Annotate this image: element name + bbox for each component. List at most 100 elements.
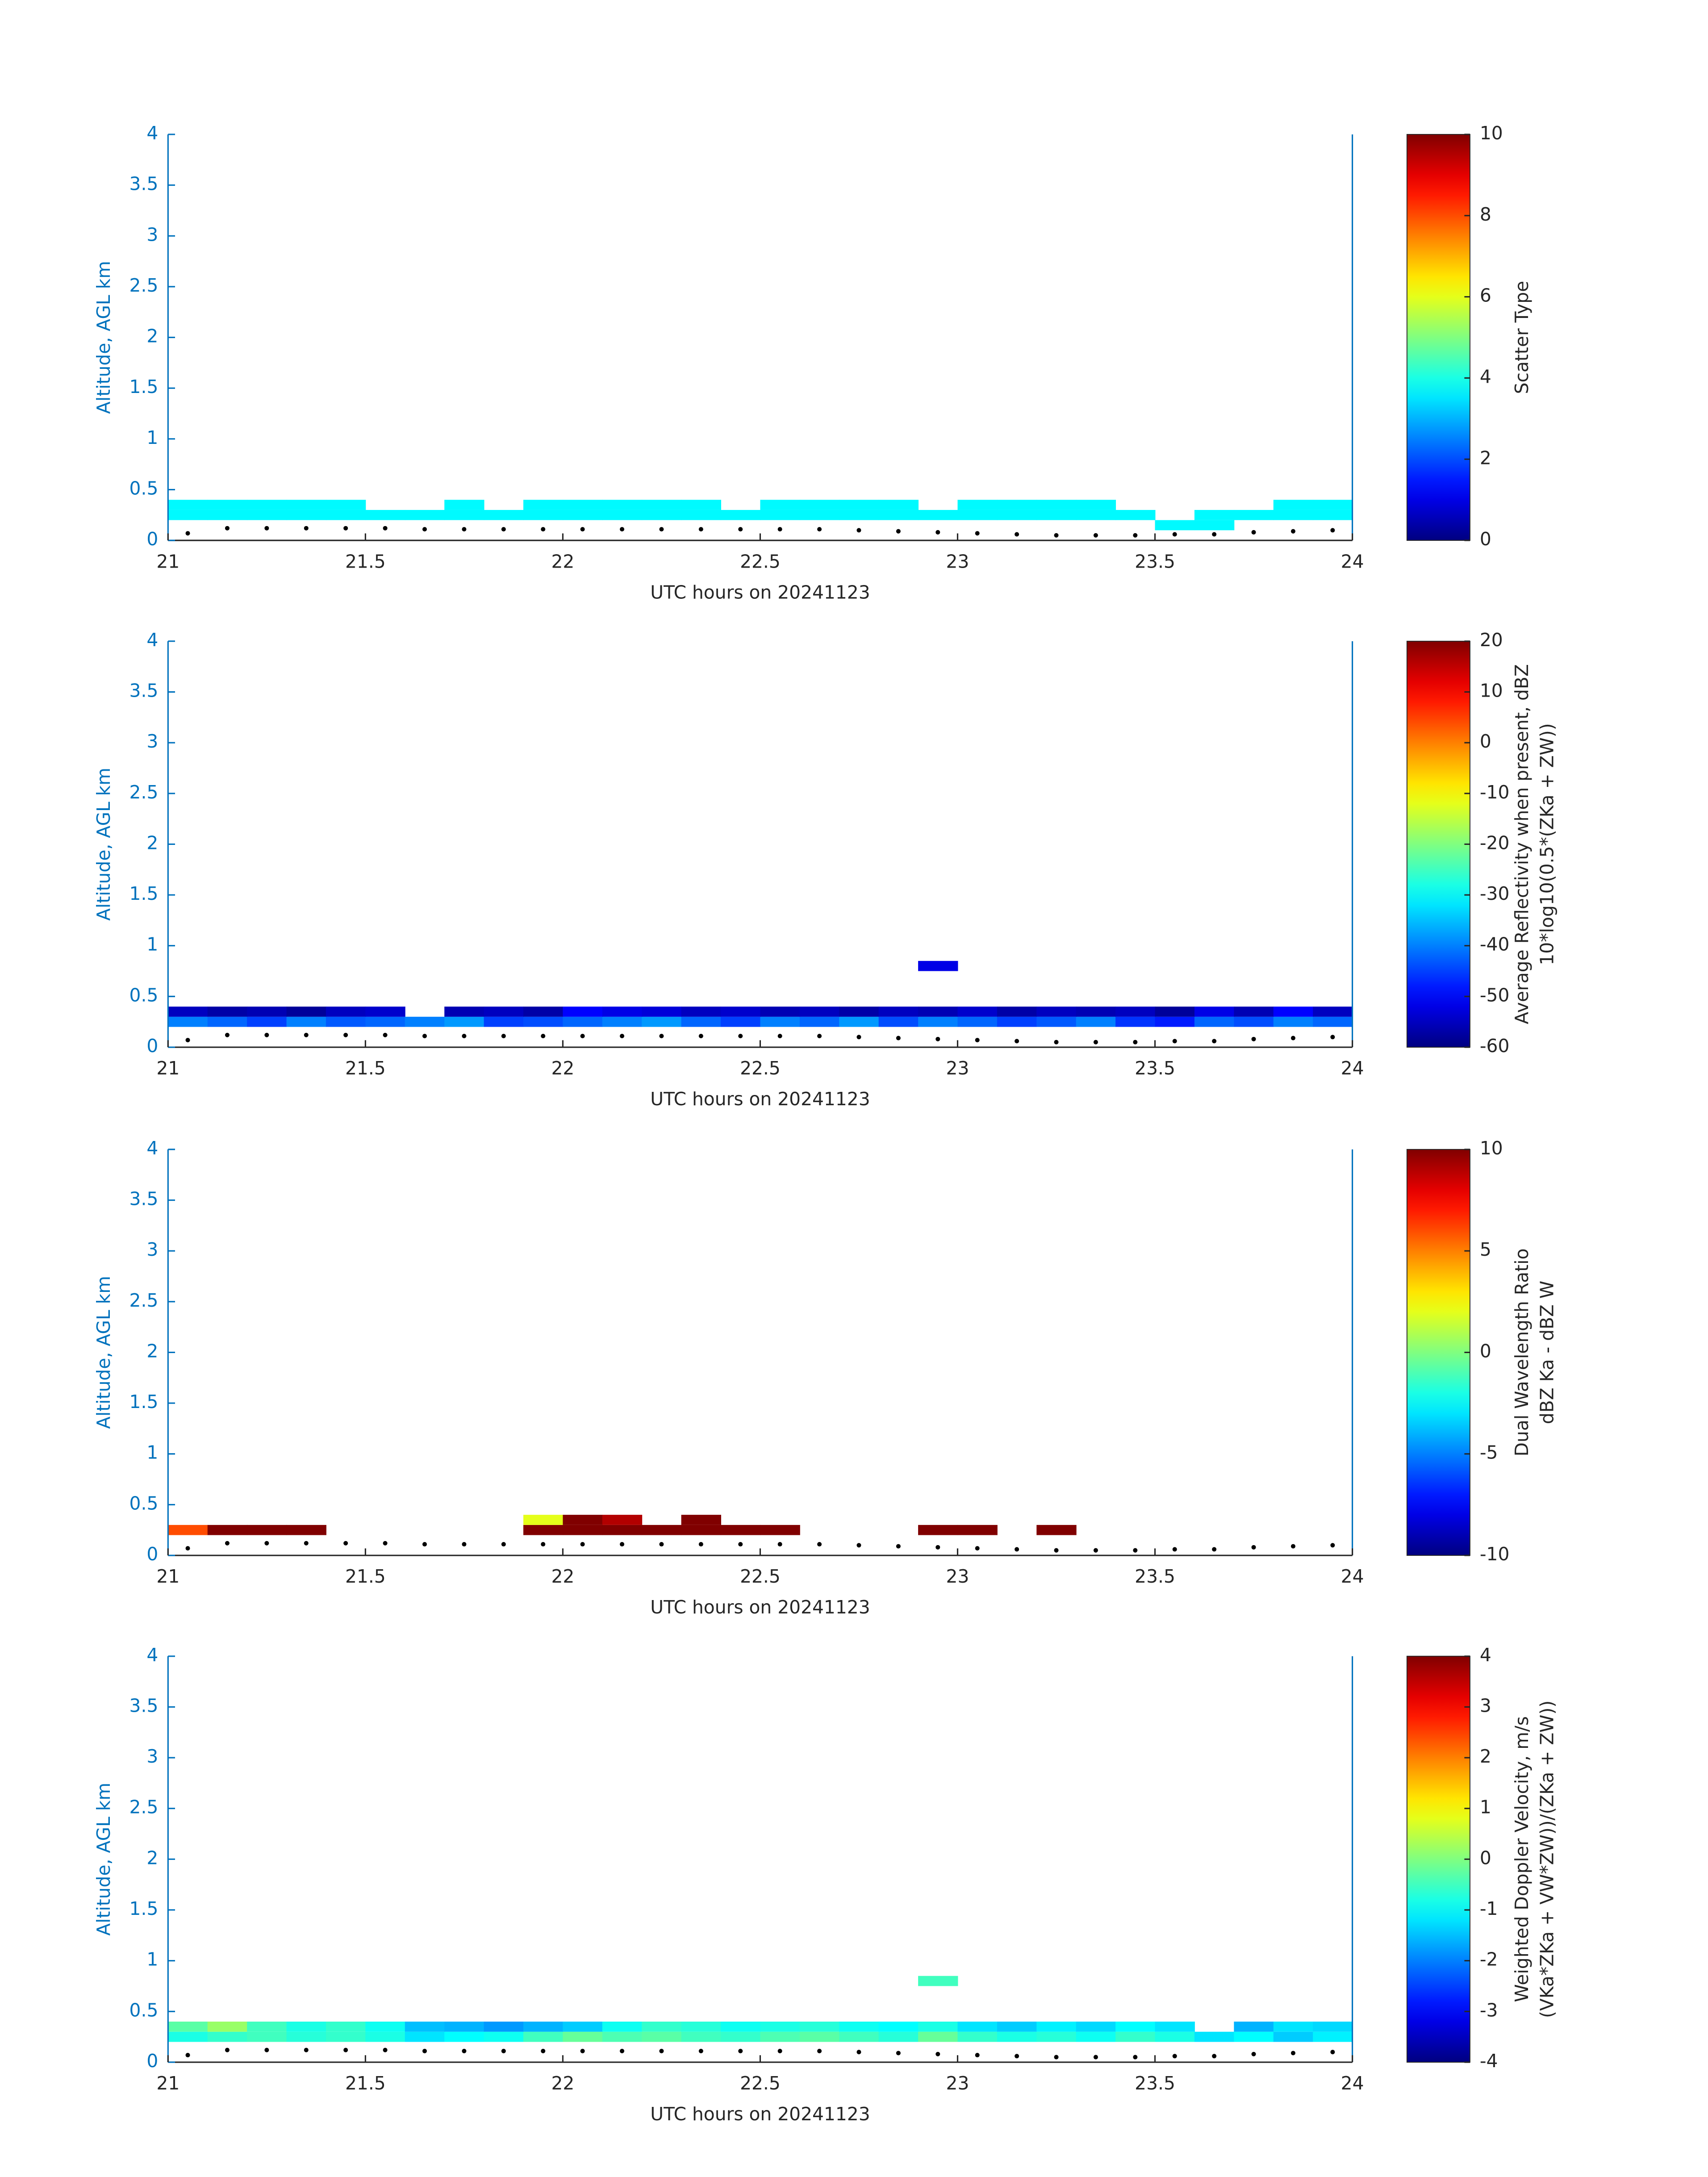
surface-dot <box>738 1542 743 1547</box>
x-tick-label: 23.5 <box>1135 2073 1175 2094</box>
heatmap-cell <box>326 2031 366 2042</box>
surface-dot <box>856 1543 861 1548</box>
heatmap-cell <box>1194 1016 1235 1027</box>
surface-dot <box>620 527 625 532</box>
colorbar-tick-label: -40 <box>1480 934 1510 955</box>
heatmap-cell <box>405 1016 445 1027</box>
heatmap-cell <box>681 500 721 510</box>
x-tick-label: 23 <box>946 1057 969 1079</box>
surface-dot <box>422 2048 427 2053</box>
heatmap-cell <box>1076 1016 1116 1027</box>
colorbar-tick-label: 4 <box>1480 1644 1491 1666</box>
heatmap-cell <box>918 2031 958 2042</box>
surface-dot <box>777 527 782 532</box>
heatmap-cell <box>523 2022 564 2032</box>
heatmap-cell <box>484 1016 524 1027</box>
heatmap-cell <box>957 1016 998 1027</box>
heatmap-cell <box>1036 1016 1077 1027</box>
heatmap-cell <box>799 1016 840 1027</box>
x-tick-label: 23 <box>946 2073 969 2094</box>
heatmap-cell <box>365 1007 405 1017</box>
surface-dot <box>975 2053 980 2058</box>
y-tick-label: 3.5 <box>129 1695 159 1716</box>
heatmap-cell <box>997 510 1037 520</box>
heatmap-cell <box>957 1525 998 1535</box>
surface-dot <box>935 530 940 535</box>
colorbar-tick-label: -10 <box>1480 781 1510 803</box>
colorbar-tick-label: 10 <box>1480 1137 1503 1159</box>
heatmap-cell <box>286 1016 326 1027</box>
surface-dot <box>896 2051 901 2056</box>
surface-dot <box>580 1542 585 1547</box>
heatmap-cell <box>563 500 603 510</box>
colorbar-tick-label: 0 <box>1480 528 1491 550</box>
surface-dot <box>225 526 230 531</box>
heatmap-cell <box>1076 2031 1116 2042</box>
colorbar-label: Average Reflectivity when present, dBZ <box>1511 664 1533 1024</box>
heatmap-cell <box>1036 1525 1077 1535</box>
heatmap-cell <box>247 510 287 520</box>
surface-dot <box>1172 1547 1177 1552</box>
surface-dot <box>1133 533 1138 538</box>
heatmap-cell <box>799 510 840 520</box>
heatmap-cell <box>760 1007 800 1017</box>
surface-dot <box>698 527 703 532</box>
heatmap-cell <box>957 2031 998 2042</box>
heatmap-cell <box>1036 510 1077 520</box>
heatmap-cell <box>563 510 603 520</box>
heatmap-cell <box>1313 2031 1353 2042</box>
heatmap-cell <box>957 500 998 510</box>
heatmap-cell <box>1313 510 1353 520</box>
heatmap-cell <box>444 1007 484 1017</box>
heatmap-cell <box>1273 2031 1314 2042</box>
surface-dot <box>343 1541 348 1546</box>
heatmap-cell <box>878 2022 919 2032</box>
heatmap-cell <box>681 1007 721 1017</box>
surface-dot <box>304 1032 309 1037</box>
heatmap-cell <box>1076 2022 1116 2032</box>
surface-dot <box>1172 2054 1177 2059</box>
surface-dot <box>383 1541 388 1546</box>
surface-dot <box>935 1545 940 1550</box>
heatmap-cell <box>721 1007 761 1017</box>
y-tick-label: 4 <box>146 1137 158 1159</box>
y-tick-label: 0.5 <box>129 477 159 499</box>
heatmap-cell <box>602 1525 643 1535</box>
heatmap-cell <box>642 2031 682 2042</box>
y-axis-label: Altitude, AGL km <box>93 768 114 921</box>
surface-dot <box>1093 2055 1098 2060</box>
surface-dot <box>264 1541 269 1546</box>
heatmap-cell <box>760 1525 800 1535</box>
heatmap-cell <box>286 510 326 520</box>
y-tick-label: 3 <box>146 1746 158 1767</box>
surface-dot <box>1330 2050 1335 2055</box>
heatmap-cell <box>1076 1007 1116 1017</box>
heatmap-cell <box>997 2022 1037 2032</box>
heatmap-cell <box>681 2022 721 2032</box>
heatmap-cell <box>642 510 682 520</box>
heatmap-cell <box>1194 510 1235 520</box>
x-tick-label: 21.5 <box>345 551 386 572</box>
heatmap-cell <box>286 2031 326 2042</box>
heatmap-cell <box>1234 1016 1274 1027</box>
surface-dot <box>580 527 585 532</box>
x-tick-label: 21 <box>156 2073 180 2094</box>
surface-dot <box>1212 532 1217 537</box>
heatmap-cell <box>563 1007 603 1017</box>
y-tick-label: 3.5 <box>129 1188 159 1210</box>
heatmap-cell <box>365 1016 405 1027</box>
heatmap-cell <box>444 2031 484 2042</box>
y-tick-label: 1 <box>146 427 158 448</box>
heatmap-cell <box>760 1016 800 1027</box>
x-tick-label: 24 <box>1341 2073 1364 2094</box>
x-axis-label: UTC hours on 20241123 <box>650 1596 870 1618</box>
heatmap-cell <box>1036 2031 1077 2042</box>
surface-dot <box>698 2048 703 2053</box>
colorbar-tick-label: -60 <box>1480 1035 1510 1057</box>
heatmap-cell <box>721 2022 761 2032</box>
x-tick-label: 23.5 <box>1135 1057 1175 1079</box>
x-axis-label: UTC hours on 20241123 <box>650 581 870 603</box>
y-tick-label: 0 <box>146 1035 158 1057</box>
y-tick-label: 1 <box>146 1949 158 1970</box>
heatmap-cell <box>839 510 879 520</box>
